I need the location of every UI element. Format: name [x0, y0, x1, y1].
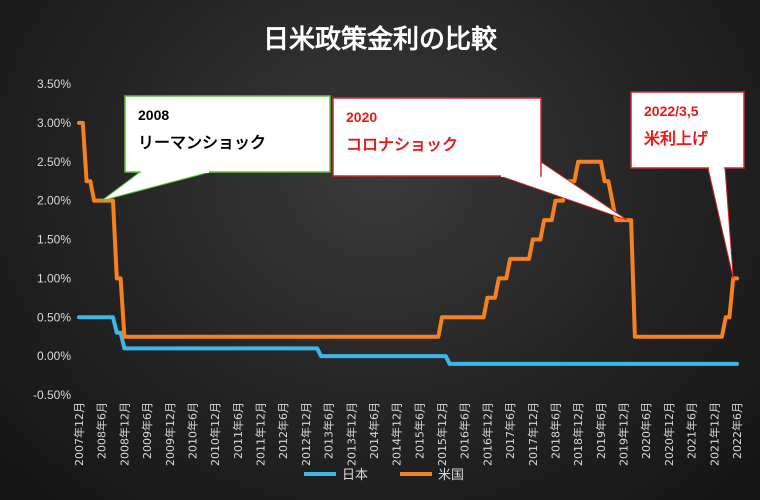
annotation-callout: 2008 リーマンショック: [101, 95, 331, 202]
x-tick-label: 2009年12月: [163, 402, 177, 466]
y-tick-label: 0.50%: [37, 310, 71, 324]
callout-box: [630, 91, 745, 169]
annotation-callout: 2020 コロナショック: [332, 97, 628, 221]
x-tick-label: 2019年6月: [594, 402, 608, 459]
x-tick-label: 2015年12月: [435, 402, 449, 466]
x-tick-label: 2015年6月: [412, 402, 426, 459]
x-tick-label: 2007年12月: [72, 402, 86, 466]
x-tick-label: 2020年6月: [639, 402, 653, 459]
y-tick-label: 2.50%: [37, 155, 71, 169]
series-line-japan: [77, 315, 739, 366]
callout-box: [124, 95, 331, 173]
callout-label: コロナショック: [346, 135, 458, 154]
callout-year: 2020: [346, 109, 377, 125]
callout-pointer: [707, 167, 734, 279]
x-tick-label: 2014年6月: [367, 402, 381, 459]
x-tick-label: 2022年6月: [730, 402, 744, 459]
x-tick-label: 2012年6月: [276, 402, 290, 459]
x-tick-label: 2020年12月: [662, 402, 676, 466]
y-tick-label: 1.00%: [37, 271, 71, 285]
y-tick-label: 3.50%: [37, 77, 71, 91]
x-tick-label: 2008年12月: [117, 402, 131, 466]
x-tick-label: 2011年12月: [254, 402, 268, 466]
x-tick-label: 2013年6月: [322, 402, 336, 459]
x-tick-label: 2019年12月: [617, 402, 631, 466]
x-tick-label: 2010年12月: [208, 402, 222, 466]
callout-label: 米利上げ: [644, 129, 709, 148]
x-tick-label: 2010年6月: [185, 402, 199, 459]
callout-year: 2022/3,5: [644, 103, 699, 119]
y-tick-label: 0.00%: [37, 349, 71, 363]
y-tick-label: -0.50%: [33, 388, 71, 402]
legend-label: 米国: [438, 468, 464, 483]
x-tick-label: 2016年12月: [480, 402, 494, 466]
legend: 日本 米国: [304, 468, 464, 483]
x-tick-label: 2021年12月: [707, 402, 721, 466]
callout-year: 2008: [138, 107, 169, 123]
y-tick-label: 1.50%: [37, 233, 71, 247]
x-tick-label: 2008年6月: [95, 402, 109, 459]
x-tick-label: 2017年12月: [526, 402, 540, 466]
annotations-layer: 2008 リーマンショック 2020 コロナショック 2022/3,5 米利上げ: [101, 91, 745, 279]
callout-joint: [141, 170, 209, 173]
y-tick-label: 3.00%: [37, 116, 71, 130]
callout-pointer: [101, 171, 211, 202]
y-axis: 3.50% 3.00% 2.50% 2.00% 1.50% 1.00% 0.50% 0.00%…: [33, 77, 71, 402]
x-tick-label: 2021年6月: [685, 402, 699, 459]
callout-joint: [501, 174, 540, 177]
callout-box: [332, 97, 542, 177]
x-tick-label: 2011年6月: [231, 402, 245, 459]
x-tick-label: 2018年12月: [571, 402, 585, 466]
callout-joint: [709, 166, 724, 169]
x-tick-label: 2016年6月: [458, 402, 472, 459]
x-tick-label: 2014年12月: [390, 402, 404, 466]
callout-label: リーマンショック: [138, 133, 266, 152]
x-tick-label: 2012年12月: [299, 402, 313, 466]
x-tick-label: 2018年6月: [548, 402, 562, 459]
chart-title: 日米政策金利の比較: [263, 24, 498, 55]
x-tick-label: 2009年6月: [140, 402, 154, 459]
x-tick-label: 2017年6月: [503, 402, 517, 459]
annotation-callout: 2022/3,5 米利上げ: [630, 91, 745, 279]
x-axis: 2007年12月 2008年6月 2008年12月 2009年6月 2009年12月 20…: [72, 402, 744, 466]
legend-label: 日本: [342, 468, 368, 483]
y-tick-label: 2.00%: [37, 194, 71, 208]
x-tick-label: 2013年12月: [344, 402, 358, 466]
